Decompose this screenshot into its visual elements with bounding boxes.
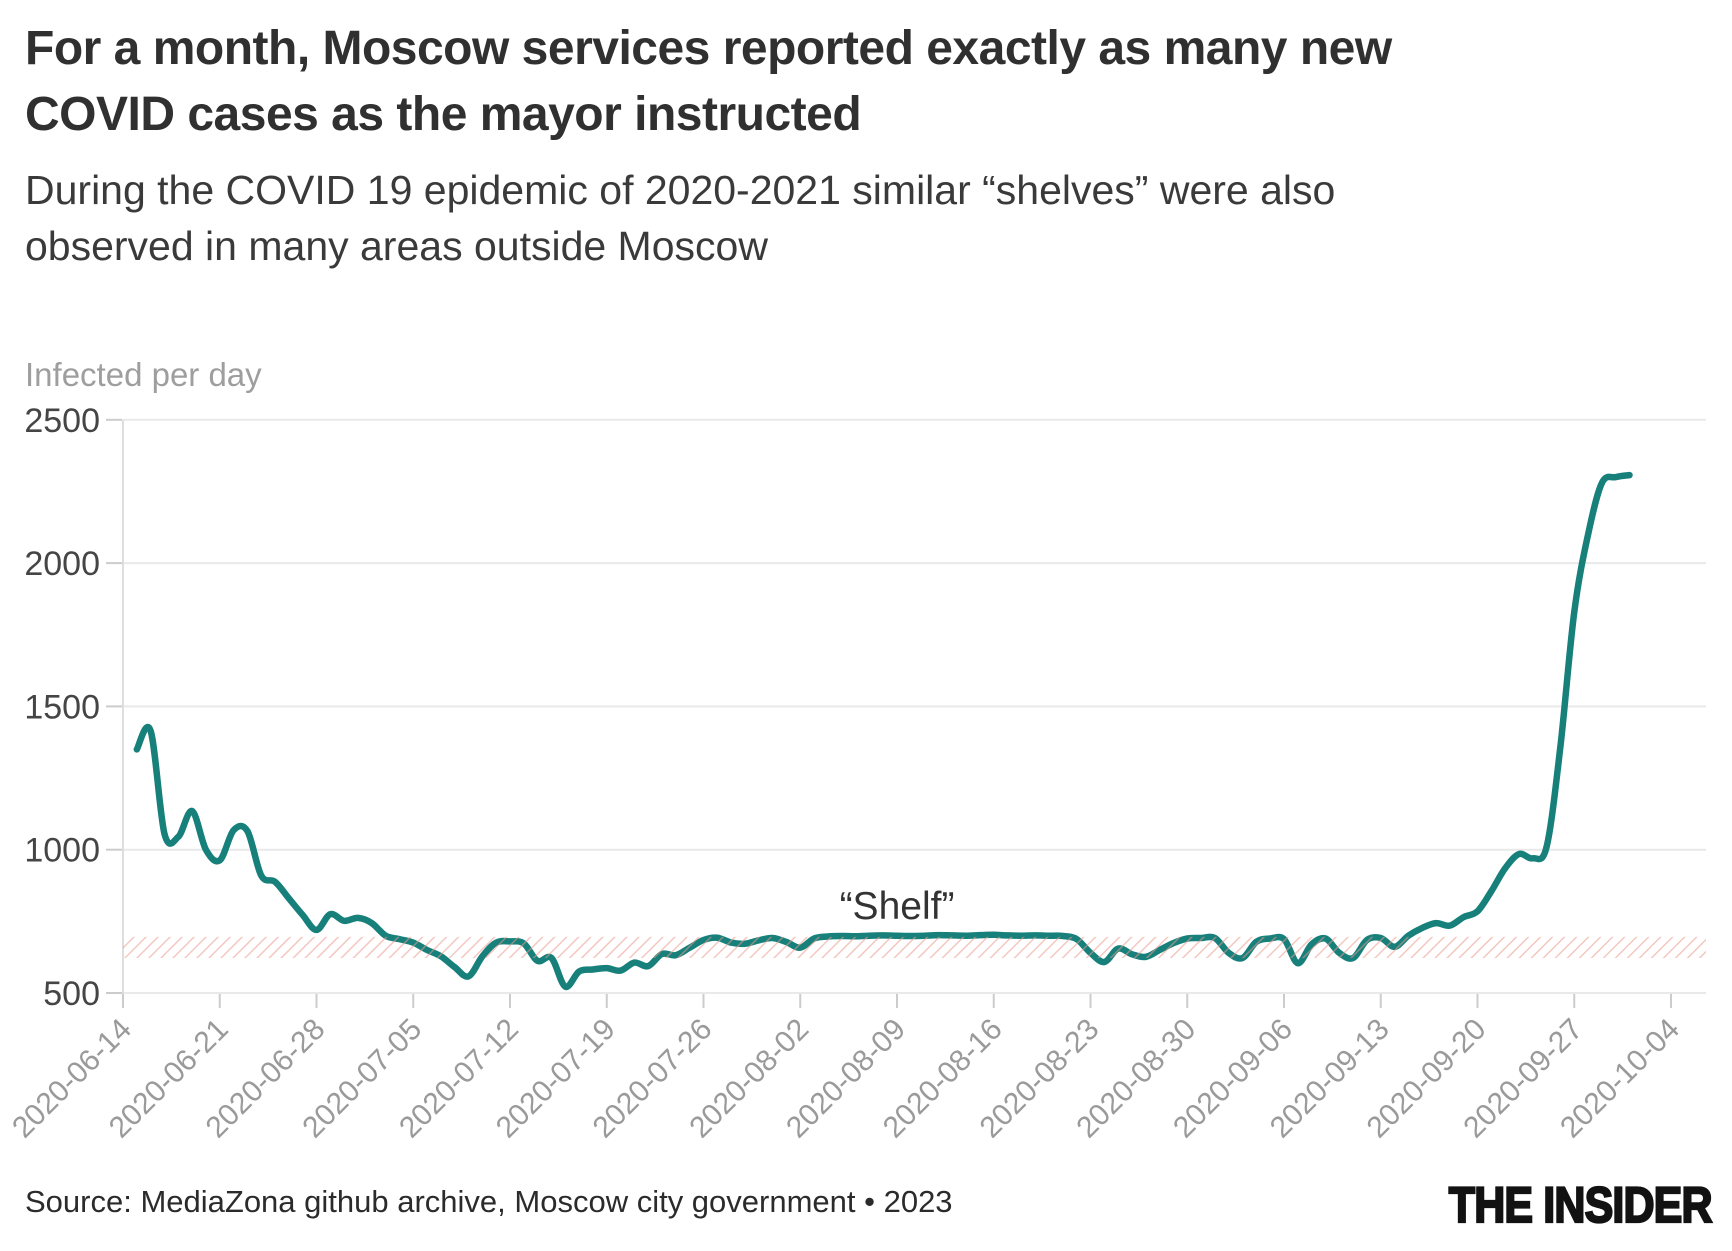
y-tick-label: 500 bbox=[43, 975, 100, 1013]
shelf-band bbox=[123, 936, 1706, 959]
source-credit: Source: MediaZona github archive, Moscow… bbox=[25, 1184, 953, 1219]
y-tick-label: 2500 bbox=[24, 402, 100, 440]
y-tick-label: 1000 bbox=[24, 832, 100, 870]
page-subtitle-line1: During the COVID 19 epidemic of 2020-202… bbox=[25, 167, 1336, 213]
y-axis-title: Infected per day bbox=[25, 356, 262, 393]
shelf-annotation: “Shelf” bbox=[840, 885, 955, 928]
page-title-line1: For a month, Moscow services reported ex… bbox=[25, 22, 1392, 75]
page-subtitle: During the COVID 19 epidemic of 2020-202… bbox=[25, 162, 1685, 274]
y-tick-label: 2000 bbox=[24, 545, 100, 583]
y-tick-label: 1500 bbox=[24, 688, 100, 726]
page-title-line2: COVID cases as the mayor instructed bbox=[25, 88, 862, 141]
the-insider-logo: THE INSIDER bbox=[1448, 1176, 1714, 1234]
page-subtitle-line2: observed in many areas outside Moscow bbox=[25, 223, 768, 269]
page-title: For a month, Moscow services reported ex… bbox=[25, 16, 1685, 148]
